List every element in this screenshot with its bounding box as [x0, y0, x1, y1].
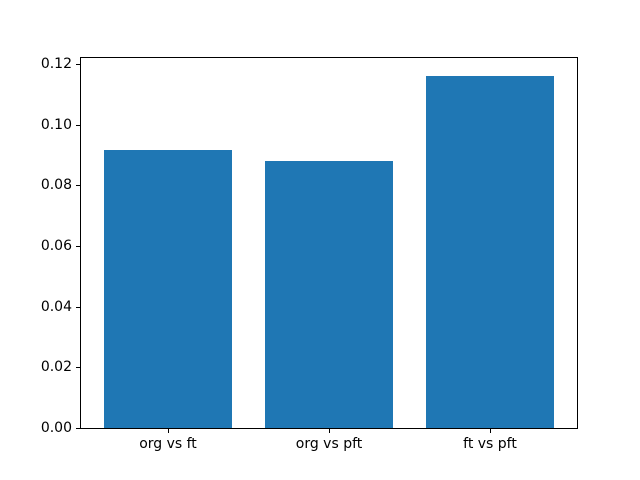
y-tick-label: 0.12	[40, 56, 72, 73]
y-tick-mark	[76, 185, 80, 187]
bar-ft-vs-pft	[425, 75, 555, 428]
x-tick-label: org vs ft	[139, 436, 197, 452]
y-tick-mark	[76, 306, 80, 308]
x-tick-label: ft vs pft	[463, 436, 517, 452]
x-tick-label: org vs pft	[295, 436, 363, 452]
y-tick-mark	[76, 367, 80, 369]
y-tick-label: 0.08	[40, 177, 72, 194]
x-tick-mark	[490, 429, 491, 433]
y-tick-mark	[76, 246, 80, 247]
bar-org-vs-pft	[264, 161, 394, 428]
bar-org-vs-ft	[103, 149, 233, 428]
y-tick-label: 0.04	[40, 298, 72, 315]
y-tick-mark	[76, 428, 80, 429]
y-tick-mark	[76, 64, 80, 66]
x-tick-mark	[168, 429, 169, 433]
y-tick-label: 0.10	[40, 116, 72, 133]
y-tick-label: 0.06	[40, 238, 72, 254]
y-tick-label: 0.00	[40, 420, 72, 436]
y-tick-label: 0.02	[40, 359, 72, 376]
y-tick-mark	[76, 124, 80, 126]
x-tick-mark	[329, 429, 330, 433]
plot-area: 0.00 0.02 0.04 0.06 0.08 0.10 0.12 org vs ft org…	[41, 57, 578, 451]
